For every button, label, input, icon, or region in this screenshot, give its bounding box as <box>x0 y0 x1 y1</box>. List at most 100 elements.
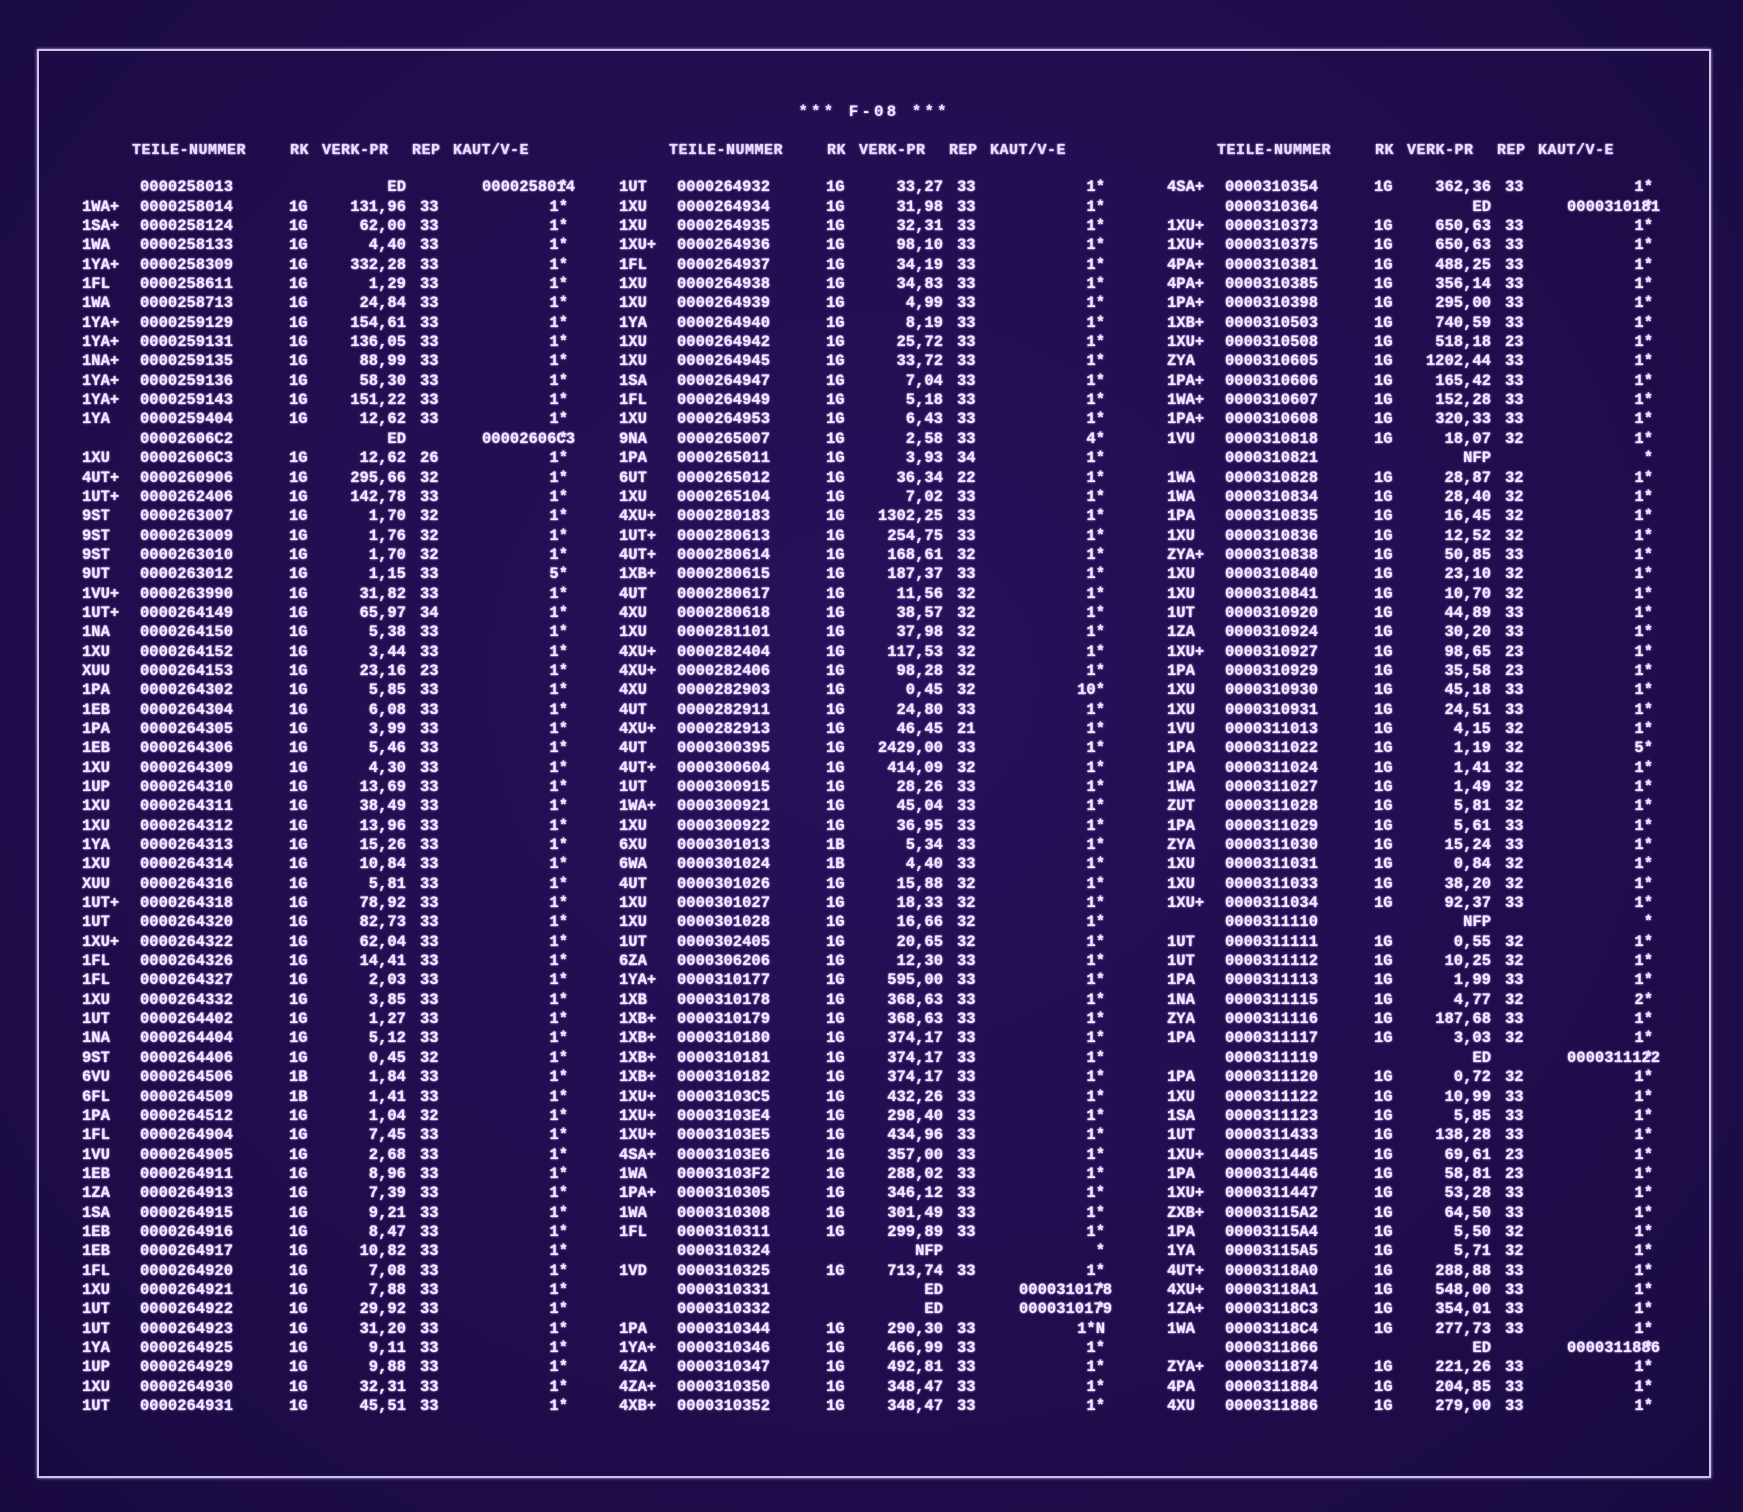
code-cell: 1XU <box>619 410 647 429</box>
rep-cell: 33 <box>1505 1106 1524 1125</box>
verk-pr-cell: 9,21 <box>368 1203 406 1222</box>
rep-cell: 32 <box>1505 584 1524 603</box>
rk-cell: 1G <box>289 410 308 429</box>
rep-cell: 33 <box>420 681 439 700</box>
verk-pr-cell: 11,56 <box>896 584 943 603</box>
ve-cell: 1* <box>1086 1261 1105 1280</box>
ve-cell: 1* <box>1634 661 1653 680</box>
rk-cell: 1G <box>289 894 308 913</box>
rep-cell: 33 <box>420 932 439 951</box>
ve-cell: 1* <box>1634 1242 1653 1261</box>
ve-cell: 1* <box>1634 178 1653 197</box>
teile-nummer-cell: 0000302405 <box>677 932 771 951</box>
ve-cell: 1* <box>1634 371 1653 390</box>
teile-nummer-cell: 0000310398 <box>1225 294 1319 313</box>
verk-pr-cell: 7,02 <box>905 487 943 506</box>
verk-pr-cell: 33,72 <box>896 352 943 371</box>
rep-cell: 32 <box>957 642 976 661</box>
rk-cell: 1G <box>826 681 845 700</box>
rk-cell: 1G <box>1374 1010 1393 1029</box>
header-rk: RK <box>827 142 847 159</box>
teile-nummer-cell: 0000301026 <box>677 874 771 893</box>
verk-pr-cell: 298,40 <box>887 1106 943 1125</box>
rep-cell: 26 <box>420 449 439 468</box>
rk-cell: 1G <box>1374 255 1393 274</box>
rep-cell: 33 <box>420 874 439 893</box>
code-cell: 1SA <box>1167 1106 1195 1125</box>
rk-cell: 1G <box>1374 410 1393 429</box>
code-cell: 1XU <box>1167 1087 1195 1106</box>
rk-cell: 1G <box>826 758 845 777</box>
code-cell: 4SA+ <box>619 1145 657 1164</box>
verk-pr-cell: 301,49 <box>887 1203 943 1222</box>
code-cell: 1XU <box>619 333 647 352</box>
rk-cell: 1G <box>289 642 308 661</box>
rep-cell: 33 <box>1505 294 1524 313</box>
rk-cell: 1G <box>826 313 845 332</box>
ve-cell: 1* <box>1634 603 1653 622</box>
code-cell: 1PA+ <box>619 1184 657 1203</box>
rep-cell: 33 <box>420 1242 439 1261</box>
rk-cell: 1G <box>289 1126 308 1145</box>
rep-cell: 33 <box>1505 1377 1524 1396</box>
code-cell: 4PA+ <box>1167 275 1205 294</box>
rep-cell: 33 <box>1505 255 1524 274</box>
teile-nummer-cell: 0000264932 <box>677 178 771 197</box>
verk-pr-cell: 288,02 <box>887 1164 943 1183</box>
code-cell: ZYA <box>1167 352 1195 371</box>
code-cell: 1PA <box>82 719 110 738</box>
teile-nummer-cell: 0000310311 <box>677 1222 771 1241</box>
code-cell: 1PA+ <box>1167 410 1205 429</box>
ve-cell: 5* <box>1634 739 1653 758</box>
teile-nummer-cell: 0000264925 <box>140 1338 234 1357</box>
verk-pr-cell: 65,97 <box>359 603 406 622</box>
teile-nummer-cell: 0000311113 <box>1225 971 1319 990</box>
rep-cell: 33 <box>420 217 439 236</box>
rk-cell: 1G <box>289 681 308 700</box>
teile-nummer-cell: 0000311122 <box>1225 1087 1319 1106</box>
code-cell: 1FL <box>619 255 647 274</box>
code-cell: ZUT <box>1167 797 1195 816</box>
rk-cell: 1G <box>289 507 308 526</box>
rep-cell: 33 <box>420 952 439 971</box>
code-cell: 1UT <box>619 178 647 197</box>
rk-cell: 1G <box>1374 932 1393 951</box>
header-verk-pr: VERK-PR <box>1407 142 1474 159</box>
ve-cell: 1* <box>1634 894 1653 913</box>
rep-cell: 33 <box>1505 700 1524 719</box>
verk-pr-cell: 38,57 <box>896 603 943 622</box>
rep-cell: 32 <box>1505 507 1524 526</box>
rk-cell: 1G <box>826 410 845 429</box>
rep-cell: 33 <box>1505 623 1524 642</box>
code-cell: XUU <box>82 661 110 680</box>
ve-cell: 1* <box>1634 1280 1653 1299</box>
verk-pr-cell: 368,63 <box>887 1010 943 1029</box>
teile-nummer-cell: 0000281101 <box>677 623 771 642</box>
verk-pr-cell: 151,22 <box>350 391 406 410</box>
verk-pr-cell: 5,46 <box>368 739 406 758</box>
code-cell: 1VU <box>82 1145 110 1164</box>
teile-nummer-cell: 0000264326 <box>140 952 234 971</box>
ve-cell: 1* <box>1634 352 1653 371</box>
ve-cell: 1* <box>1086 449 1105 468</box>
verk-pr-cell: 374,17 <box>887 1048 943 1067</box>
rep-cell: 33 <box>957 971 976 990</box>
rk-cell: 1G <box>289 1338 308 1357</box>
code-cell: 1VU <box>1167 429 1195 448</box>
rk-cell: 1G <box>289 275 308 294</box>
verk-pr-cell: 7,04 <box>905 371 943 390</box>
verk-pr-cell: 58,81 <box>1444 1164 1491 1183</box>
rk-cell: 1G <box>826 371 845 390</box>
teile-nummer-cell: 0000280615 <box>677 565 771 584</box>
rep-cell: 33 <box>420 700 439 719</box>
rep-cell: 33 <box>957 217 976 236</box>
verk-pr-cell: 92,37 <box>1444 894 1491 913</box>
ve-cell: 1* <box>1634 1010 1653 1029</box>
header-rk: RK <box>290 142 310 159</box>
verk-pr-cell: 18,33 <box>896 894 943 913</box>
code-cell: 1FL <box>619 1222 647 1241</box>
header-kaut-ve: KAUT/V-E <box>453 142 530 159</box>
rep-cell: 33 <box>957 1010 976 1029</box>
rep-cell: 33 <box>420 1397 439 1415</box>
teile-nummer-cell: 0000310364 <box>1225 197 1319 216</box>
